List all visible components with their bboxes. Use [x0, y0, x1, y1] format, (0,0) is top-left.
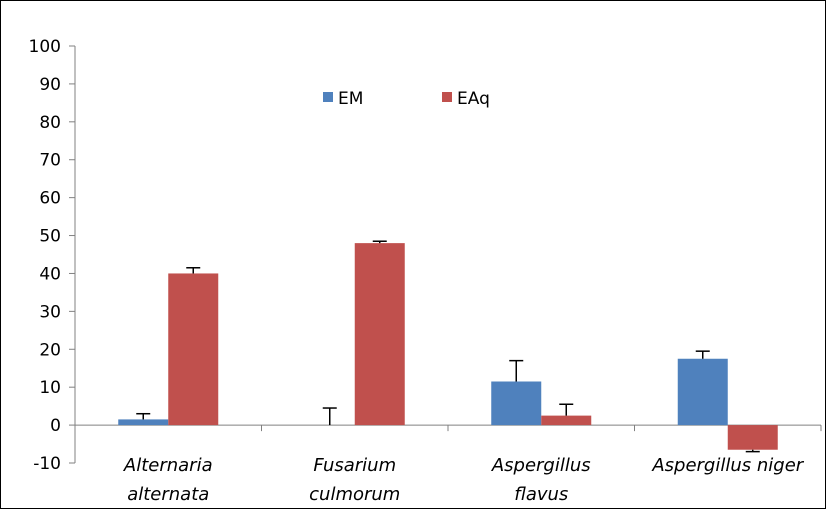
- legend-swatch-eaq: [442, 92, 452, 102]
- y-tick-label: 80: [39, 113, 61, 133]
- y-tick-label: 10: [39, 378, 61, 398]
- bar-eaq: [541, 415, 592, 426]
- x-category-label: flavus: [514, 484, 568, 505]
- y-tick-label: 90: [39, 75, 61, 95]
- x-category-label: culmorum: [309, 484, 400, 505]
- bars: [118, 240, 778, 453]
- y-tick-label: 0: [50, 416, 61, 436]
- legend: EM EAq: [323, 89, 490, 109]
- legend-label-eaq: EAq: [457, 89, 490, 109]
- y-tick-label: 30: [39, 302, 61, 322]
- x-category-label: alternata: [127, 484, 209, 505]
- y-tick-label: 50: [39, 227, 61, 247]
- legend-swatch-em: [323, 92, 333, 102]
- y-tick-label: 40: [39, 264, 61, 284]
- x-category-label: Fusarium: [313, 455, 396, 476]
- x-category-label: Aspergillus niger: [651, 455, 804, 476]
- bar-em: [118, 419, 169, 426]
- y-tick-label: 60: [39, 189, 61, 209]
- x-category-label: Alternaria: [123, 455, 213, 476]
- bar-em: [491, 381, 542, 426]
- y-axis: -10 0 10 20 30 40 50 60 70 80 90 100: [29, 37, 76, 474]
- y-tick-label: 70: [39, 151, 61, 171]
- y-tick-label: 20: [39, 340, 61, 360]
- y-tick-label: 100: [29, 37, 61, 57]
- y-tick-label: -10: [33, 454, 61, 474]
- x-category-label: Aspergillus: [491, 455, 591, 476]
- legend-label-em: EM: [338, 89, 363, 109]
- x-axis: Alternaria alternata Fusarium culmorum Asper…: [74, 424, 822, 505]
- bar-eaq: [168, 273, 219, 426]
- bar-em: [677, 358, 728, 426]
- bar-eaq: [354, 243, 405, 426]
- bar-eaq: [727, 425, 778, 450]
